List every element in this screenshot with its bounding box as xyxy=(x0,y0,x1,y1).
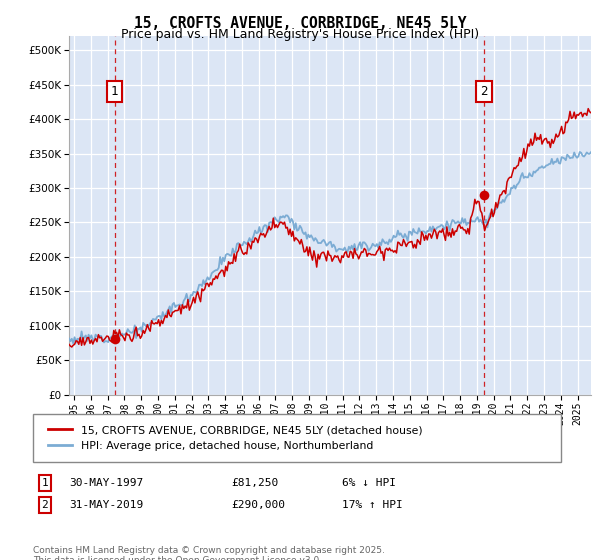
Text: 6% ↓ HPI: 6% ↓ HPI xyxy=(342,478,396,488)
Text: 31-MAY-2019: 31-MAY-2019 xyxy=(69,500,143,510)
Text: 15, CROFTS AVENUE, CORBRIDGE, NE45 5LY: 15, CROFTS AVENUE, CORBRIDGE, NE45 5LY xyxy=(134,16,466,31)
Text: 2: 2 xyxy=(480,86,488,99)
Text: 1: 1 xyxy=(41,478,49,488)
Text: Contains HM Land Registry data © Crown copyright and database right 2025.
This d: Contains HM Land Registry data © Crown c… xyxy=(33,546,385,560)
Text: £81,250: £81,250 xyxy=(231,478,278,488)
Text: 1: 1 xyxy=(111,86,118,99)
Text: 17% ↑ HPI: 17% ↑ HPI xyxy=(342,500,403,510)
FancyBboxPatch shape xyxy=(33,414,561,462)
Text: 2: 2 xyxy=(41,500,49,510)
Text: £290,000: £290,000 xyxy=(231,500,285,510)
Text: Price paid vs. HM Land Registry's House Price Index (HPI): Price paid vs. HM Land Registry's House … xyxy=(121,28,479,41)
Legend: 15, CROFTS AVENUE, CORBRIDGE, NE45 5LY (detached house), HPI: Average price, det: 15, CROFTS AVENUE, CORBRIDGE, NE45 5LY (… xyxy=(44,421,427,455)
Text: 30-MAY-1997: 30-MAY-1997 xyxy=(69,478,143,488)
